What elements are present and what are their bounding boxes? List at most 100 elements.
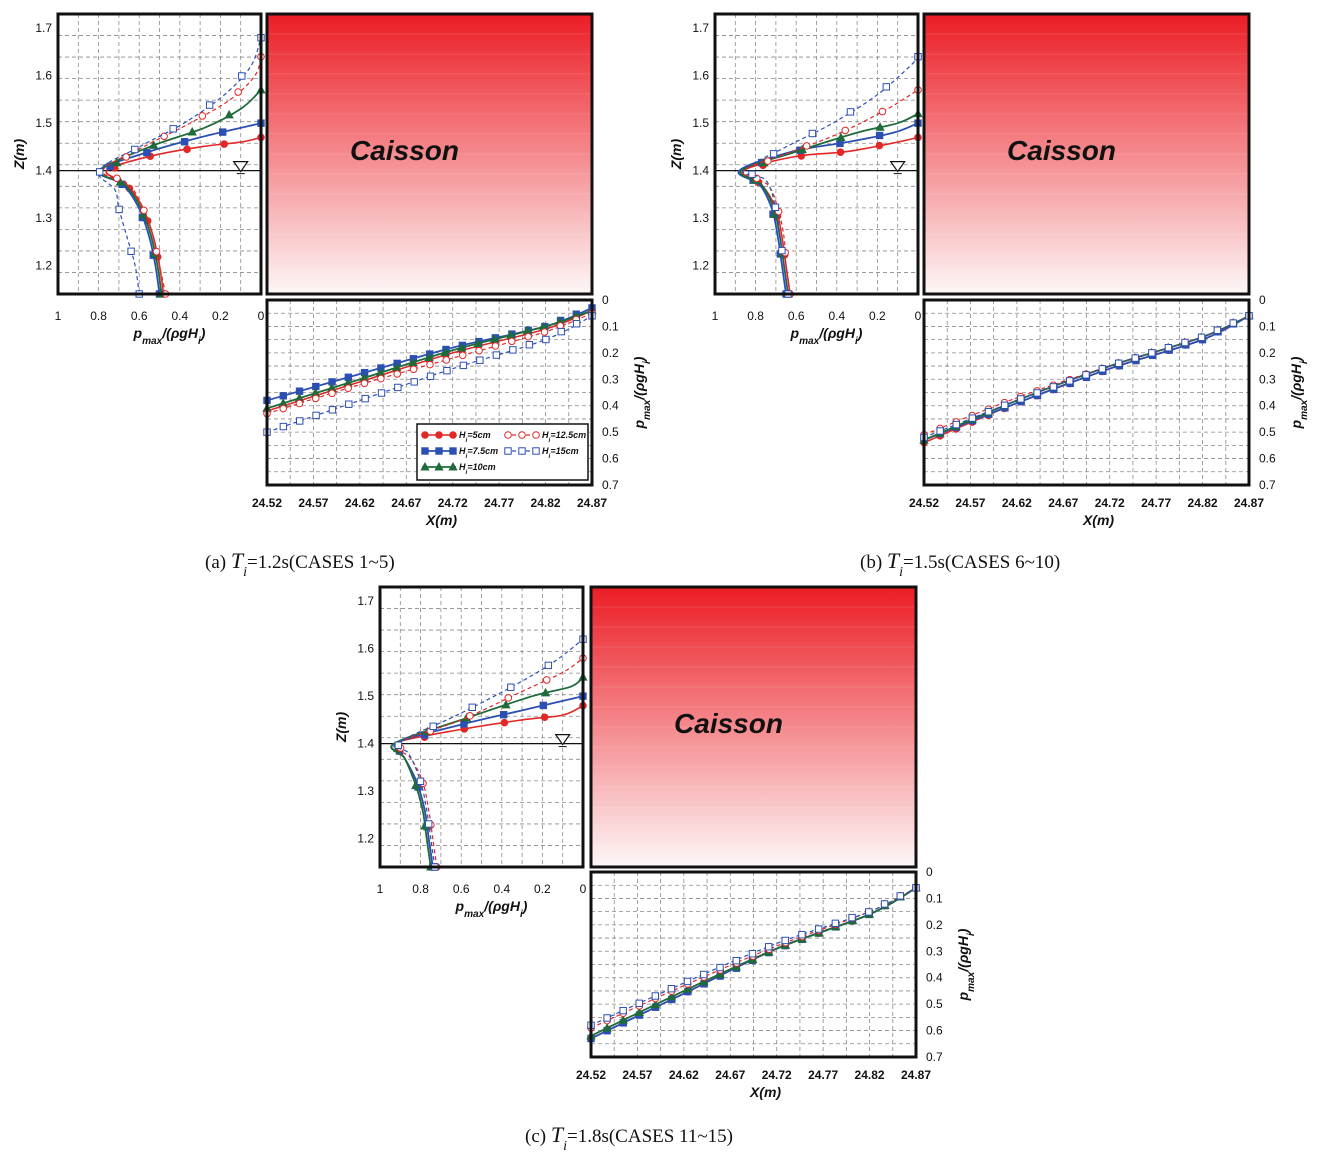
data-point — [509, 346, 517, 354]
data-point — [846, 108, 855, 116]
data-point — [748, 170, 756, 178]
legend: Hi=5cm Hi=12.5cm Hi=7.5cm Hi=15cm Hi=10cm — [416, 423, 589, 481]
data-point — [205, 101, 214, 109]
chart-0: 1.7 1.6 1.5 1.4 1.3 1.2 1 0.8 0.6 0.4 0.2 0 Z(m) pmax… — [11, 12, 653, 580]
legend-marker — [449, 447, 457, 455]
p-tick-label: 0.2 — [212, 309, 229, 323]
data-point — [345, 400, 353, 408]
data-point — [394, 741, 403, 749]
data-point — [507, 337, 516, 346]
data-point — [183, 145, 191, 154]
data-point — [394, 383, 402, 392]
data-point — [143, 148, 151, 157]
left-panel: 1.7 1.6 1.5 1.4 1.3 1.2 1 0.8 0.6 0.4 0.2 0 Z(m) pmax… — [668, 12, 923, 347]
legend-marker — [435, 431, 443, 439]
p-tick-label: 0 — [580, 882, 587, 896]
legend-marker — [449, 431, 457, 439]
data-point — [122, 153, 130, 161]
x-tick-label: 24.72 — [1095, 496, 1125, 510]
x-tick-label: 24.72 — [762, 1068, 792, 1082]
data-point — [1049, 383, 1058, 391]
p-tick-label: 0 — [915, 309, 922, 323]
data-point — [344, 384, 353, 393]
legend-marker — [420, 461, 430, 471]
x-tick-label: 24.52 — [576, 1068, 606, 1082]
data-point — [429, 722, 437, 731]
left-panel: 1.7 1.6 1.5 1.4 1.3 1.2 1 0.8 0.6 0.4 0.2 0 Z(m) pmax… — [11, 12, 266, 347]
data-point — [771, 203, 780, 211]
p-tick-label: 0.2 — [869, 309, 886, 323]
data-point — [952, 420, 960, 429]
pr-axis-label: pmax/(ρgHi) — [1288, 356, 1310, 429]
data-point — [468, 703, 476, 711]
data-point — [634, 1007, 644, 1016]
z-axis-label: Z(m) — [333, 712, 349, 744]
caisson-frame — [589, 585, 918, 869]
legend-marker — [518, 431, 526, 439]
data-point — [456, 342, 467, 352]
data-point — [127, 247, 135, 255]
bottom-panel: 0 0.1 0.2 0.3 0.4 0.5 0.6 0.7 24.52 24.57 24.62 24.… — [909, 293, 1310, 528]
x-tick-label: 24.72 — [438, 496, 468, 510]
pr-tick-label: 0.3 — [1259, 372, 1276, 386]
pr-tick-label: 0.2 — [1259, 346, 1276, 360]
z-tick-label: 1.3 — [692, 211, 709, 225]
data-point — [798, 931, 806, 939]
legend-marker — [532, 447, 540, 455]
p-tick-label: 0.8 — [90, 309, 107, 323]
data-point — [458, 351, 467, 360]
data-point — [540, 687, 551, 697]
data-point — [295, 387, 304, 395]
data-point — [1065, 377, 1074, 385]
p-tick-label: 1 — [55, 309, 62, 323]
legend-marker — [518, 447, 526, 455]
z-tick-label: 1.2 — [692, 259, 709, 273]
pr-tick-label: 0.2 — [602, 346, 619, 360]
data-point — [831, 919, 840, 928]
swl-triangle — [889, 161, 906, 173]
series-line — [266, 309, 593, 412]
data-point — [424, 820, 433, 828]
data-point — [936, 427, 944, 435]
data-point — [836, 148, 845, 157]
series-line — [266, 315, 593, 433]
data-point — [410, 378, 418, 386]
pr-tick-label: 0.3 — [926, 944, 943, 958]
panel-caption: (a) Ti=1.2s(CASES 1~5) — [205, 548, 395, 580]
data-point — [180, 138, 189, 146]
x-tick-label: 24.82 — [531, 496, 561, 510]
legend-label: Hi=15cm — [542, 446, 579, 460]
legend-marker — [504, 447, 512, 455]
panel-caption: (c) Ti=1.8s(CASES 11~15) — [525, 1122, 733, 1154]
data-point — [765, 943, 773, 951]
data-point — [603, 1014, 611, 1022]
pr-tick-label: 0.7 — [1259, 478, 1276, 492]
p-tick-label: 0.6 — [453, 882, 470, 896]
z-axis-label: Z(m) — [11, 139, 27, 171]
data-point — [525, 341, 534, 349]
series-line — [923, 315, 1250, 438]
data-point — [848, 913, 856, 922]
series-4 — [263, 312, 596, 436]
z-tick-label: 1.5 — [692, 116, 709, 130]
data-point — [475, 346, 483, 355]
data-point — [882, 83, 891, 91]
legend-item: Hi=10cm — [420, 461, 496, 476]
data-point — [95, 168, 104, 176]
data-point — [619, 1006, 627, 1015]
caisson-label: Caisson — [1007, 135, 1116, 166]
data-point — [113, 174, 121, 183]
p-tick-label: 0.2 — [534, 882, 551, 896]
x-tick-label: 24.57 — [622, 1068, 652, 1082]
x-tick-label: 24.82 — [855, 1068, 885, 1082]
legend-label: Hi=5cm — [459, 430, 491, 444]
pr-tick-label: 0.7 — [926, 1050, 943, 1064]
data-point — [224, 109, 234, 119]
data-point — [841, 126, 850, 135]
x-axis-label: X(m) — [1082, 512, 1114, 528]
data-point — [1197, 333, 1206, 342]
z-tick-label: 1.3 — [357, 784, 374, 798]
data-point — [1213, 326, 1222, 334]
data-point — [769, 150, 778, 158]
x-axis-label: X(m) — [425, 512, 457, 528]
